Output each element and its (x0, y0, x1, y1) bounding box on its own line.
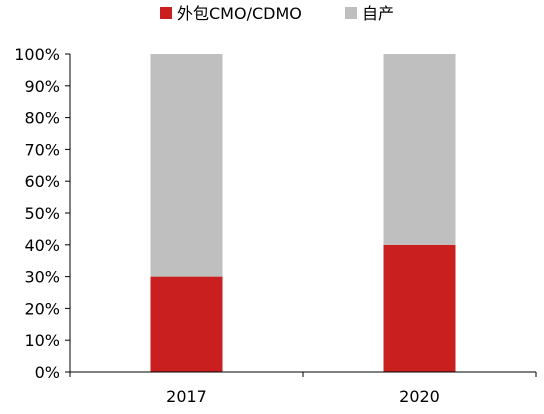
x-tick-label: 2020 (399, 387, 440, 406)
y-tick-label: 70% (24, 140, 60, 159)
y-tick-label: 30% (24, 268, 60, 287)
legend-swatch-0 (160, 7, 172, 19)
y-tick-label: 10% (24, 331, 60, 350)
legend-label-1: 自产 (362, 4, 394, 23)
y-tick-label: 80% (24, 109, 60, 128)
bar-2017-series-0 (150, 276, 223, 372)
bar-2020-series-0 (383, 244, 456, 372)
bar-2017-series-1 (150, 54, 223, 277)
y-tick-label: 0% (35, 363, 60, 382)
y-tick-label: 50% (24, 204, 60, 223)
legend-swatch-1 (345, 7, 357, 19)
y-tick-label: 60% (24, 172, 60, 191)
axes: 0% 10% 20% 30% 40% 50% 60% 70% 80% 90% 100% 2017 202… (14, 45, 537, 406)
y-tick-label: 40% (24, 236, 60, 255)
y-tick-label: 20% (24, 299, 60, 318)
bars (150, 54, 456, 372)
x-tick-label: 2017 (166, 387, 207, 406)
legend-label-0: 外包CMO/CDMO (177, 4, 302, 23)
y-tick-label: 100% (14, 45, 60, 64)
y-tick-label: 90% (24, 77, 60, 96)
bar-2020-series-1 (383, 54, 456, 245)
legend: 外包CMO/CDMO 自产 (160, 4, 394, 23)
